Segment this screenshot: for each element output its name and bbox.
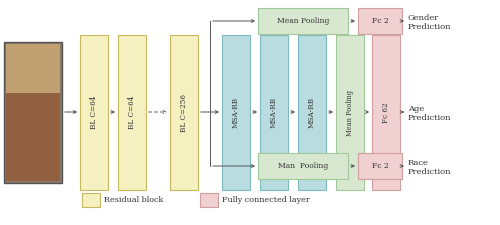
Text: MSA-RB: MSA-RB xyxy=(232,97,240,128)
FancyBboxPatch shape xyxy=(200,193,218,207)
Text: Age
Prediction: Age Prediction xyxy=(408,105,452,122)
Text: MSA-RB: MSA-RB xyxy=(270,97,278,128)
FancyBboxPatch shape xyxy=(358,8,402,34)
Text: Fc 2: Fc 2 xyxy=(372,17,388,25)
Text: BL C=64: BL C=64 xyxy=(90,96,98,129)
FancyBboxPatch shape xyxy=(258,8,348,34)
FancyBboxPatch shape xyxy=(82,193,100,207)
FancyBboxPatch shape xyxy=(80,35,108,190)
Text: Residual block: Residual block xyxy=(104,196,164,204)
Text: Race
Prediction: Race Prediction xyxy=(408,159,452,176)
Text: Mean Pooling: Mean Pooling xyxy=(277,17,329,25)
Text: Man  Pooling: Man Pooling xyxy=(278,162,328,170)
Text: Fc 2: Fc 2 xyxy=(372,162,388,170)
Text: Mean Pooling: Mean Pooling xyxy=(346,90,354,135)
FancyBboxPatch shape xyxy=(260,35,288,190)
FancyBboxPatch shape xyxy=(258,153,348,179)
Text: BL C=64: BL C=64 xyxy=(128,96,136,129)
FancyBboxPatch shape xyxy=(222,35,250,190)
Text: BL C=256: BL C=256 xyxy=(180,94,188,131)
FancyBboxPatch shape xyxy=(118,35,146,190)
Text: MSA-RB: MSA-RB xyxy=(308,97,316,128)
Text: Fully connected layer: Fully connected layer xyxy=(222,196,310,204)
FancyBboxPatch shape xyxy=(170,35,198,190)
FancyBboxPatch shape xyxy=(336,35,364,190)
FancyBboxPatch shape xyxy=(298,35,326,190)
Text: Gender
Prediction: Gender Prediction xyxy=(408,14,452,31)
FancyBboxPatch shape xyxy=(358,153,402,179)
FancyBboxPatch shape xyxy=(4,42,62,183)
FancyBboxPatch shape xyxy=(372,35,400,190)
FancyBboxPatch shape xyxy=(6,93,60,181)
Text: Fc 62: Fc 62 xyxy=(382,102,390,123)
FancyBboxPatch shape xyxy=(6,44,60,93)
